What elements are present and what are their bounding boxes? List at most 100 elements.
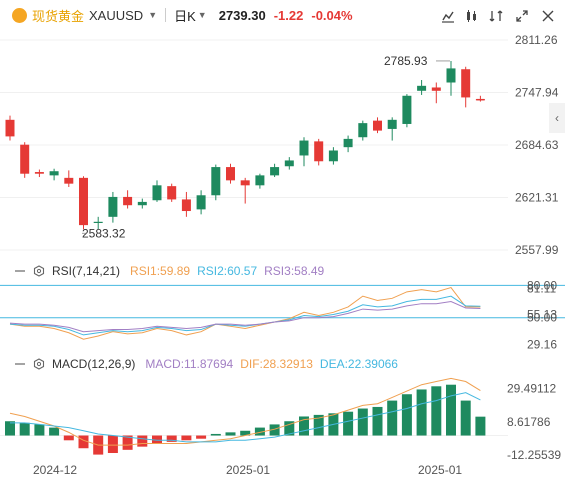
symbol-code: XAUUSD [89, 7, 144, 23]
x-axis-label: 2025-01 [226, 463, 270, 477]
candle-body [137, 201, 147, 206]
candle-body [461, 69, 471, 98]
candle-body [314, 141, 324, 162]
price-axis-label: 2621.31 [515, 190, 559, 204]
macd-histogram-bar [401, 394, 412, 436]
macd-histogram-bar [284, 421, 295, 436]
fullscreen-icon[interactable] [512, 6, 532, 26]
candle-body [358, 123, 368, 138]
macd-histogram-bar [313, 414, 324, 436]
macd-histogram-bar [475, 416, 486, 436]
macd-dea-line [10, 392, 481, 443]
candle-body [196, 195, 206, 210]
price-axis-label: 2747.94 [515, 86, 559, 100]
macd-histogram-bar [137, 435, 148, 447]
eye-icon[interactable] [14, 358, 26, 370]
rsi2-value: RSI2:60.57 [197, 264, 258, 278]
macd-dea-value: DEA:22.39066 [319, 357, 398, 371]
candle-body [431, 87, 441, 91]
candle-body [152, 185, 162, 201]
macd-label: MACD(12,26,9) [52, 357, 136, 371]
macd-histogram-bar [299, 416, 309, 436]
price-change: -1.22 [273, 7, 304, 23]
x-axis-label: 2025-01 [418, 463, 462, 477]
symbol-selector[interactable]: 现货黄金 XAUUSD ▼ [12, 6, 157, 25]
candle-body [226, 167, 235, 181]
settings-icon[interactable] [33, 358, 45, 370]
candle-body [417, 85, 427, 91]
rsi1-value: RSI1:59.89 [130, 264, 191, 278]
rsi-label: RSI(7,14,21) [52, 264, 121, 278]
candle-body [20, 144, 30, 174]
rsi-axis-label: 50.00 [527, 311, 557, 325]
macd-histogram-bar [19, 422, 30, 436]
collapse-panel-chevron-icon[interactable]: ‹ [549, 103, 565, 133]
macd-histogram-bar [460, 400, 471, 436]
chevron-down-icon: ▼ [197, 10, 207, 20]
macd-histogram-bar [210, 433, 221, 436]
candle-body [108, 196, 118, 217]
macd-dif-line [9, 377, 481, 446]
macd-value: MACD:11.87694 [145, 357, 234, 371]
close-icon[interactable] [538, 6, 558, 26]
macd-histogram-bar [240, 430, 251, 436]
toolbar-divider [165, 8, 167, 22]
macd-axis-label: 29.49112 [507, 382, 556, 396]
price-axis-label: 2684.63 [515, 138, 559, 152]
macd-histogram-bar [372, 406, 383, 436]
rsi-axis-label: 55.13 [527, 307, 557, 321]
compare-icon[interactable] [486, 6, 506, 26]
macd-dif-value: DIF:28.32913 [240, 357, 313, 371]
draw-line-icon[interactable] [438, 6, 458, 26]
candle-body [181, 199, 191, 212]
eye-icon[interactable] [14, 265, 26, 277]
macd-histogram-bar [446, 384, 456, 436]
period-selector[interactable]: 日K ▼ [174, 6, 219, 25]
candle-body [299, 140, 309, 156]
macd-histogram-bar [181, 435, 192, 441]
price-axis-label: 2557.99 [515, 243, 559, 257]
rsi-legend: RSI(7,14,21) RSI1:59.89 RSI2:60.57 RSI3:… [14, 263, 331, 279]
candle-body [270, 167, 280, 176]
indicator-icon[interactable] [462, 6, 482, 26]
price-change-pct: -0.04% [311, 7, 353, 23]
candle-body [328, 150, 338, 162]
x-axis-label: 2024-12 [33, 463, 77, 477]
candle-body [402, 95, 412, 124]
macd-histogram-bar [5, 421, 15, 436]
symbol-name: 现货黄金 [32, 8, 85, 24]
candle-body [446, 68, 456, 83]
candle-body [373, 120, 382, 131]
candle-body [343, 138, 353, 148]
gold-logo-icon [12, 7, 27, 23]
rsi-axis-label: 29.16 [527, 338, 557, 352]
period-label: 日K [174, 8, 196, 24]
macd-histogram-bar [387, 400, 398, 436]
macd-histogram-bar [431, 386, 442, 436]
macd-histogram-bar [166, 435, 177, 442]
macd-histogram-bar [78, 435, 89, 449]
candle-body [49, 171, 59, 176]
candlestick-chart[interactable]: 2811.26 2747.94 2684.63 2621.31 2557.99 2785.… [0, 30, 565, 483]
macd-histogram-bar [107, 435, 118, 454]
rsi-line-rsi1 [9, 286, 481, 340]
candle-body [93, 221, 103, 224]
macd-histogram-bar [416, 389, 427, 436]
chevron-down-icon: ▼ [148, 10, 158, 20]
candle-body [211, 167, 221, 196]
macd-histogram-bar [49, 427, 60, 436]
settings-icon[interactable] [33, 265, 45, 277]
candle-body [255, 175, 265, 186]
low-price-label: 2583.32 [82, 226, 126, 240]
macd-histogram-bar [152, 435, 162, 444]
macd-histogram-bar [343, 411, 354, 436]
candle-body [167, 186, 177, 200]
macd-histogram-bar [225, 432, 236, 436]
macd-legend: MACD(12,26,9) MACD:11.87694 DIF:28.32913… [14, 356, 405, 372]
price-axis-label: 2811.26 [515, 33, 558, 47]
candle-body [5, 119, 15, 137]
macd-histogram-bar [254, 427, 265, 436]
high-price-label: 2785.93 [384, 54, 428, 68]
last-price: 2739.30 [218, 7, 266, 23]
rsi-axis-label: 81.11 [527, 282, 556, 296]
